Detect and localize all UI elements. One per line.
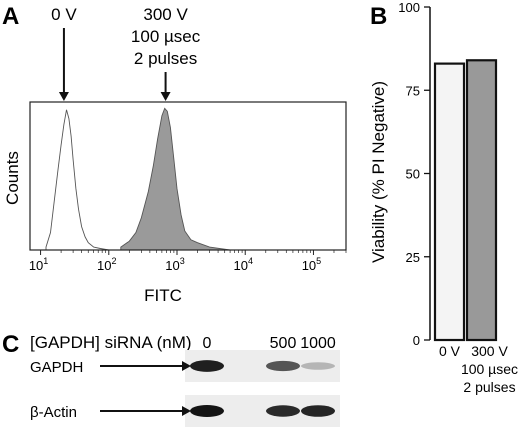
histogram-series-1: [120, 107, 231, 251]
band-row-1-lane-2: [266, 405, 300, 417]
blot-header-label: [GAPDH] siRNA (nM): [30, 333, 192, 352]
y-tick-label-3: 75: [406, 83, 420, 98]
annotation-1-line-2: 2 pulses: [134, 49, 197, 68]
band-row-0-lane-2: [266, 360, 300, 372]
bar-chart-bars: [433, 59, 498, 342]
y-tick-label-1: 25: [406, 250, 420, 265]
blot-row-label-1: β-Actin: [30, 404, 77, 421]
band-row-1-lane-0: [190, 405, 224, 417]
annotation-1-arrowhead: [160, 92, 171, 101]
bar-chart-categories: 0 V 300 V 100 µsec 2 pulses: [439, 343, 518, 395]
panel-a-letter: A: [2, 3, 19, 30]
histogram-y-label: Counts: [3, 151, 22, 205]
x-tick-label-4: 105: [302, 256, 321, 273]
concentration-label-0: 0: [203, 335, 212, 352]
bar-0: [433, 62, 466, 342]
x-tick-label-1: 102: [97, 256, 116, 273]
concentration-label-1: 500: [270, 335, 297, 352]
bar-chart-y-label: Viability (% PI Negative): [369, 81, 388, 263]
concentration-label-2: 1000: [300, 335, 336, 352]
panel-c-letter: C: [2, 331, 19, 358]
y-tick-label-4: 100: [398, 0, 420, 15]
category-label-1-line-1: 100 µsec: [461, 361, 518, 377]
annotation-1-line-0: 300 V: [143, 5, 188, 24]
histogram-series-0: [45, 109, 109, 251]
band-row-0-lane-0: [190, 360, 224, 372]
category-label-1-line-2: 2 pulses: [463, 379, 515, 395]
histogram-frame: [29, 101, 347, 251]
x-tick-label-2: 103: [165, 256, 184, 273]
y-tick-label-0: 0: [413, 333, 420, 348]
blot-row-label-0: GAPDH: [30, 359, 83, 376]
histogram-x-label: FITC: [144, 286, 182, 305]
panel-b-letter: B: [370, 3, 387, 30]
x-tick-label-0: 101: [29, 256, 48, 273]
band-row-0-lane-3: [301, 362, 335, 370]
category-label-0-line-0: 0 V: [439, 343, 461, 359]
bar-1: [465, 59, 498, 342]
histogram-annotations: 0 V 300 V 100 µsec 2 pulses: [51, 5, 201, 101]
annotation-0-line-0: 0 V: [51, 5, 77, 24]
annotation-1-line-1: 100 µsec: [131, 27, 201, 46]
x-tick-label-3: 104: [233, 256, 252, 273]
band-row-1-lane-3: [301, 405, 335, 417]
histogram-plot: [45, 107, 231, 251]
category-label-1-line-0: 300 V: [471, 343, 508, 359]
blot-row-arrowhead-1: [182, 406, 191, 416]
annotation-0-arrowhead: [58, 92, 69, 101]
western-blot: 0 500 1000 GAPDH β-Actin: [30, 335, 340, 427]
bar-chart-axes: 0 25 50 75 100: [398, 0, 431, 348]
histogram-x-ticks: 101 102 103 104 105: [29, 250, 347, 273]
blot-row-arrowhead-0: [182, 361, 191, 371]
y-tick-label-2: 50: [406, 167, 420, 182]
